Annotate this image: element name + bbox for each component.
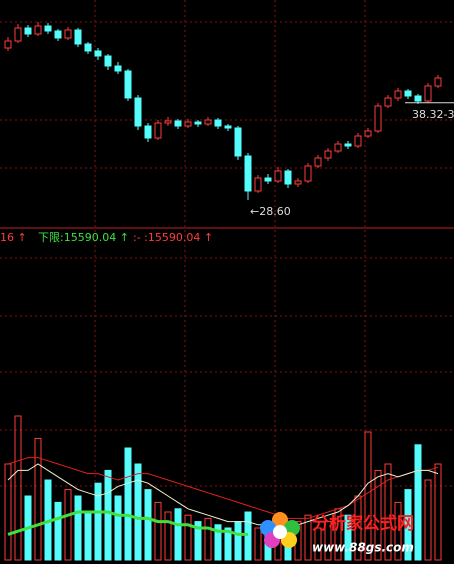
candle-body — [44, 25, 52, 32]
candle-body — [244, 155, 252, 192]
volume-bar — [94, 482, 102, 561]
candle-body — [404, 90, 412, 97]
volume-bar — [124, 447, 132, 561]
candle-body — [24, 27, 32, 35]
candle-body — [4, 40, 12, 49]
candle-body — [154, 122, 162, 139]
volume-bar — [64, 489, 72, 561]
volume-bar — [224, 527, 232, 561]
volume-bar — [194, 521, 202, 561]
candle-body — [274, 170, 282, 182]
volume-bar — [154, 501, 162, 561]
volume-bar — [384, 463, 392, 561]
volume-bar — [244, 511, 252, 561]
candle-body — [324, 150, 332, 159]
candle-body — [334, 143, 342, 152]
candle-body — [234, 127, 242, 157]
volume-bar — [234, 521, 242, 561]
volume-bar — [144, 489, 152, 561]
candle-body — [94, 50, 102, 57]
volume-bar — [254, 527, 262, 561]
candle-body — [174, 120, 182, 127]
candle-body — [184, 121, 192, 127]
status-item: 下限:15590.04 ↑ — [38, 231, 129, 244]
ma-line — [7, 457, 439, 519]
volume-bar — [34, 437, 42, 561]
candle-body — [114, 65, 122, 72]
volume-bar — [134, 463, 142, 561]
candle-body — [304, 165, 312, 182]
candle-body — [224, 125, 232, 129]
volume-bar — [324, 521, 332, 561]
volume-bar — [174, 508, 182, 561]
candle-body — [164, 120, 172, 124]
candle-body — [84, 43, 92, 52]
volume-bar — [424, 479, 432, 561]
candle-body — [384, 97, 392, 107]
candle-body — [434, 77, 442, 87]
candle-body — [294, 180, 302, 185]
candle-body — [74, 29, 82, 45]
volume-bar — [374, 469, 382, 561]
candle-body — [124, 70, 132, 99]
volume-bar — [104, 469, 112, 561]
candle-body — [344, 143, 352, 147]
volume-bar — [364, 431, 372, 561]
status-item: 16 ↑ — [0, 231, 27, 244]
volume-bar — [164, 511, 172, 561]
candle-body — [104, 55, 112, 67]
candle-body — [394, 90, 402, 99]
watermark-title: 分析家公式网 — [312, 513, 414, 534]
candle-body — [134, 97, 142, 127]
candle-body — [14, 27, 22, 42]
volume-bar — [434, 463, 442, 561]
candle-body — [54, 30, 62, 39]
volume-bar — [74, 495, 82, 561]
volume-bar — [84, 511, 92, 561]
candle-body — [284, 170, 292, 185]
volume-bar — [394, 501, 402, 561]
volume-bar — [54, 501, 62, 561]
candle-body — [364, 130, 372, 137]
volume-bar — [304, 514, 312, 561]
candle-body — [194, 121, 202, 125]
candle-body — [354, 135, 362, 147]
candle-body — [314, 157, 322, 167]
status-item: :- :15590.04 ↑ — [133, 231, 213, 244]
volume-bar — [14, 415, 22, 561]
candle-body — [264, 177, 272, 182]
watermark-url: www.88gs.com — [312, 541, 414, 555]
candle-body — [34, 25, 42, 35]
annotation: 38.32-3 — [412, 108, 454, 121]
volume-bar — [404, 489, 412, 561]
volume-bar — [314, 527, 322, 561]
candle-body — [414, 95, 422, 102]
volume-bar — [214, 524, 222, 561]
watermark: 分析家公式网 www.88gs.com — [260, 512, 414, 555]
volume-bar — [414, 444, 422, 561]
volume-bar — [344, 514, 352, 561]
volume-bar — [114, 495, 122, 561]
ma-line — [7, 463, 439, 529]
candle-body — [254, 177, 262, 192]
candle-body — [204, 119, 212, 125]
candle-body — [64, 29, 72, 39]
volume-bar — [204, 517, 212, 561]
candle-body — [144, 125, 152, 139]
annotation: ←28.60 — [250, 205, 291, 218]
candle-body — [214, 119, 222, 127]
ma-line — [7, 510, 248, 536]
volume-bar — [184, 514, 192, 561]
candle-body — [374, 105, 382, 132]
candle-body — [424, 85, 432, 102]
